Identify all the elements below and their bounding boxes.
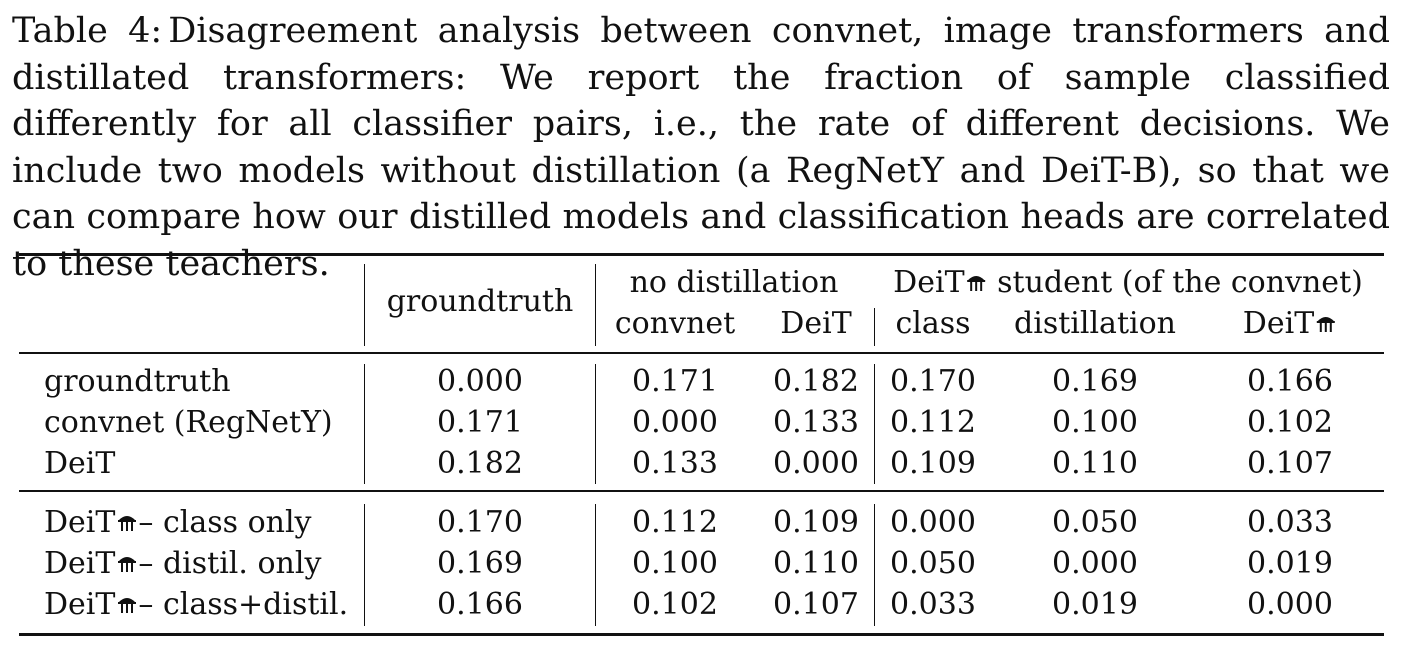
alembic-icon: [118, 598, 137, 613]
cell-distillation: 0.100: [1052, 405, 1138, 440]
cell-distillation: 0.169: [1052, 364, 1138, 399]
cell-deit-distilled: 0.033: [1247, 505, 1333, 540]
vline-nodist-group2: [874, 504, 876, 626]
header-deit-distilled: DeiT: [1243, 306, 1337, 342]
vline-label-header: [364, 264, 366, 346]
cell-deit-distilled: 0.000: [1247, 587, 1333, 622]
vline-gt-header: [595, 264, 597, 346]
group-rule: [19, 490, 1384, 492]
cell-deit: 0.110: [773, 546, 859, 581]
row-label-suffix: – class only: [138, 505, 312, 540]
cell-convnet: 0.133: [632, 446, 718, 481]
vline-nodist-header: [874, 308, 876, 346]
cell-groundtruth: 0.170: [437, 505, 523, 540]
row-label: convnet (RegNetY): [44, 405, 333, 440]
cell-distillation: 0.110: [1052, 446, 1138, 481]
cell-distillation: 0.019: [1052, 587, 1138, 622]
row-label: DeiT – distil. only: [44, 546, 321, 582]
row-label-suffix: – class+distil.: [138, 587, 349, 622]
cell-deit-distilled: 0.107: [1247, 446, 1333, 481]
alembic-icon: [118, 516, 137, 531]
header-deit: DeiT: [780, 306, 852, 341]
header-convnet: convnet: [614, 306, 736, 341]
header-rule: [19, 352, 1384, 354]
cell-distillation: 0.050: [1052, 505, 1138, 540]
table-caption: Table 4: Disagreement analysis between co…: [12, 8, 1390, 287]
cell-deit: 0.107: [773, 587, 859, 622]
header-student-prefix: DeiT: [893, 265, 965, 300]
top-rule: [19, 253, 1384, 256]
row-label-prefix: DeiT: [44, 546, 116, 581]
row-label: groundtruth: [44, 364, 231, 399]
row-label-suffix: – distil. only: [138, 546, 322, 581]
cell-deit-distilled: 0.019: [1247, 546, 1333, 581]
header-deit-distilled-label: DeiT: [1242, 306, 1315, 341]
cell-class: 0.170: [890, 364, 976, 399]
header-groundtruth: groundtruth: [386, 284, 574, 319]
cell-class: 0.033: [890, 587, 976, 622]
header-distillation: distillation: [1014, 306, 1176, 341]
header-student-suffix: student (of the convnet): [997, 265, 1363, 300]
cell-groundtruth: 0.171: [437, 405, 523, 440]
cell-convnet: 0.100: [632, 546, 718, 581]
vline-gt-group1: [595, 364, 597, 484]
cell-deit: 0.133: [773, 405, 859, 440]
row-label: DeiT: [44, 446, 116, 481]
cell-groundtruth: 0.169: [437, 546, 523, 581]
cell-class: 0.109: [890, 446, 976, 481]
vline-gt-group2: [595, 504, 597, 626]
header-student: DeiT student (of the convnet): [893, 265, 1363, 301]
row-label: DeiT – class only: [44, 505, 312, 541]
cell-groundtruth: 0.000: [437, 364, 523, 399]
row-label: DeiT – class+distil.: [44, 587, 348, 623]
header-class: class: [895, 306, 971, 341]
cell-deit: 0.000: [773, 446, 859, 481]
alembic-icon: [1317, 317, 1336, 332]
cell-groundtruth: 0.182: [437, 446, 523, 481]
cell-deit: 0.109: [773, 505, 859, 540]
row-label-prefix: DeiT: [44, 505, 116, 540]
cell-class: 0.000: [890, 505, 976, 540]
cell-convnet: 0.112: [632, 505, 718, 540]
vline-label-group2: [364, 504, 366, 626]
cell-convnet: 0.171: [632, 364, 718, 399]
bottom-rule: [19, 633, 1384, 636]
cell-groundtruth: 0.166: [437, 587, 523, 622]
header-no-distillation: no distillation: [629, 265, 839, 300]
cell-distillation: 0.000: [1052, 546, 1138, 581]
cell-deit-distilled: 0.166: [1247, 364, 1333, 399]
cell-convnet: 0.000: [632, 405, 718, 440]
alembic-icon: [967, 276, 986, 291]
cell-deit: 0.182: [773, 364, 859, 399]
cell-class: 0.112: [890, 405, 976, 440]
vline-label-group1: [364, 364, 366, 484]
cell-convnet: 0.102: [632, 587, 718, 622]
caption-text: Disagreement analysis between convnet, i…: [12, 11, 1390, 284]
caption-label: Table 4:: [12, 11, 163, 51]
cell-deit-distilled: 0.102: [1247, 405, 1333, 440]
vline-nodist-group1: [874, 364, 876, 484]
row-label-prefix: DeiT: [44, 587, 116, 622]
cell-class: 0.050: [890, 546, 976, 581]
alembic-icon: [118, 557, 137, 572]
